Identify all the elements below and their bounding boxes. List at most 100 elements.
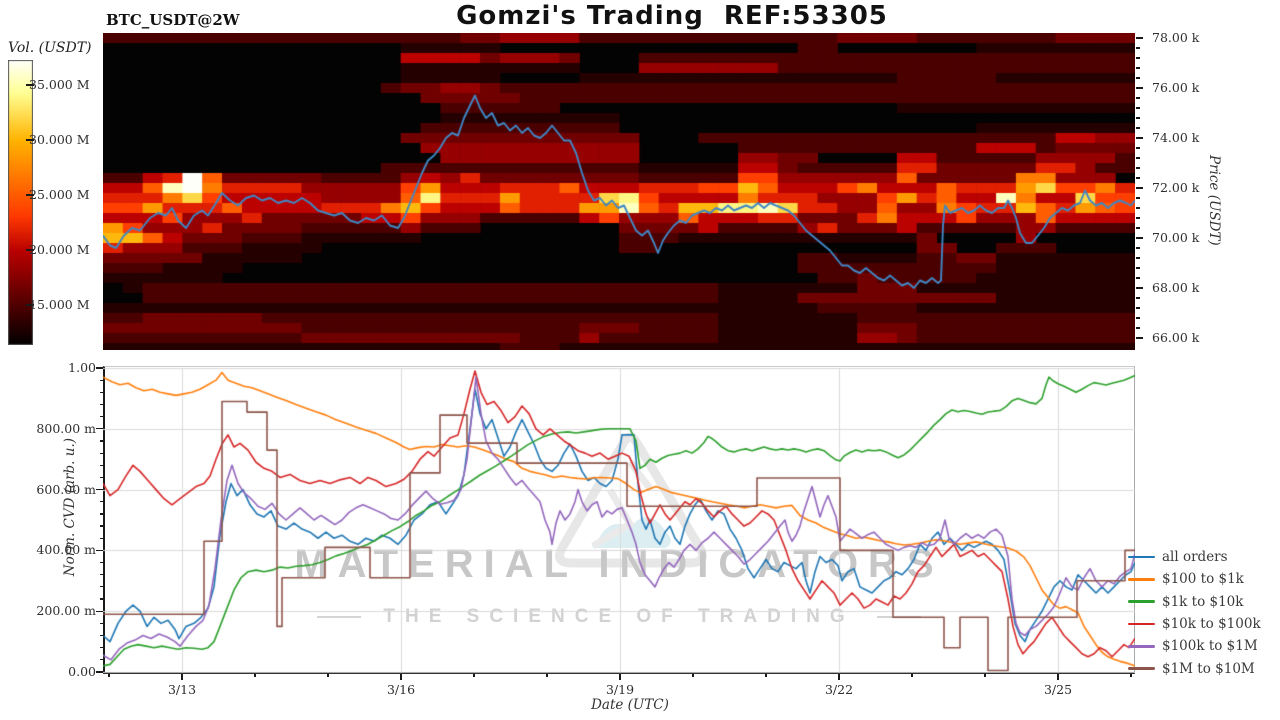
price-tick-label: 66.00 k [1152,330,1200,345]
cvd-x-tick [1130,674,1132,677]
price-axis-tick [1136,57,1140,59]
colorbar-tick-label: 35.000 M [29,77,90,93]
cvd-x-tick-label: 3/13 [167,682,197,697]
price-axis-tick [1136,207,1140,209]
legend-line-sample [1128,600,1155,604]
cvd-x-tick [619,674,621,680]
cvd-x-tick [838,674,840,680]
cvd-y-tick [96,428,103,430]
colorbar-tick-label: 25.000 M [29,187,90,203]
colorbar-tick-label: 30.000 M [29,132,90,148]
cvd-x-tick [327,674,329,677]
price-axis-tick [1136,127,1140,129]
cvd-y-tick [100,391,104,393]
cvd-x-tick [984,674,986,677]
legend-label: $1M to $10M [1162,660,1255,677]
volume-colorbar [8,60,33,345]
cvd-x-tick [108,674,110,677]
legend-line-sample [1128,622,1155,626]
cvd-y-tick [100,403,104,406]
legend-line-sample [1128,667,1155,670]
price-axis-tick [1136,137,1143,139]
cvd-y-tick [100,525,104,527]
colorbar-tick [26,84,34,87]
price-axis-tick [1136,157,1140,159]
colorbar-tick-label: 15.000 M [29,297,90,313]
price-axis-tick [1136,167,1140,169]
price-axis-tick [1136,147,1140,149]
cvd-y-tick [96,671,103,673]
price-axis-tick [1136,227,1140,229]
cvd-x-tick [400,674,402,680]
price-axis-tick [1136,257,1140,259]
legend-line-sample [1128,578,1155,581]
price-tick-label: 68.00 k [1152,280,1200,295]
price-axis-tick [1136,117,1140,119]
cvd-x-tick [1057,674,1059,680]
price-axis-tick [1136,97,1140,99]
cvd-y-tick [100,537,104,539]
cvd-y-tick [100,416,104,418]
price-axis-tick [1136,87,1143,89]
cvd-y-tick [100,647,104,649]
price-axis-tick [1136,197,1140,199]
price-axis-tick [1136,47,1140,49]
price-axis-tick [1136,67,1140,69]
legend-label: $1k to $10k [1162,593,1244,610]
price-axis-tick [1136,337,1143,339]
colorbar-tick [26,249,34,252]
cvd-x-tick [692,674,694,677]
price-axis-tick [1136,217,1140,219]
price-axis-tick [1136,177,1140,179]
price-tick-label: 74.00 k [1152,130,1200,145]
legend-item: $1k to $10k [1128,591,1261,613]
cvd-y-tick [96,549,103,551]
cvd-y-tick [100,452,104,454]
legend: all orders $100 to $1k $1k to $10k $10k to … [1128,546,1261,680]
cvd-y-tick [100,598,104,600]
cvd-y-tick [96,610,103,612]
cvd-x-tick [911,674,913,677]
price-axis-tick [1136,237,1143,239]
legend-label: all orders [1162,549,1228,566]
price-tick-label: 70.00 k [1152,230,1200,245]
price-axis-tick [1136,297,1140,299]
cvd-x-tick-label: 3/25 [1043,682,1073,697]
colorbar-tick-label: 20.000 M [29,242,90,258]
cvd-y-tick [96,489,103,491]
cvd-x-tick-label: 3/16 [386,682,416,697]
legend-item: $100 to $1k [1128,568,1261,590]
price-axis-tick [1136,247,1140,249]
cvd-y-tick [100,513,104,515]
legend-line-sample [1128,645,1155,648]
cvd-y-tick [100,501,104,503]
cvd-chart [103,366,1135,674]
cvd-y-tick [100,659,104,661]
legend-line-sample [1128,555,1155,559]
legend-label: $100 to $1k [1162,571,1244,588]
price-axis-tick [1136,37,1143,39]
cvd-x-tick-label: 3/19 [605,682,635,697]
price-axis-tick [1136,317,1140,319]
legend-label: $100k to $1M [1162,638,1258,655]
price-tick-label: 76.00 k [1152,80,1200,95]
cvd-y-tick [100,476,104,479]
cvd-y-tick [100,440,104,442]
cvd-y-tick [100,586,104,588]
cvd-y-tick [96,367,103,369]
legend-item: $100k to $1M [1128,635,1261,657]
price-axis-tick [1136,277,1140,279]
legend-item: $1M to $10M [1128,657,1261,679]
cvd-y-tick [100,634,104,637]
cvd-x-tick [181,674,183,680]
price-axis-title: Price (USDT) [1206,155,1222,246]
cvd-y-tick-label: 400.00 m [36,542,96,558]
legend-item: $10k to $100k [1128,613,1261,635]
cvd-y-tick [100,379,104,381]
cvd-x-tick [254,674,256,677]
price-tick-label: 72.00 k [1152,180,1200,195]
colorbar-tick [26,139,34,142]
price-tick-label: 78.00 k [1152,30,1200,45]
cvd-y-tick-label: 0.00 [68,664,96,679]
